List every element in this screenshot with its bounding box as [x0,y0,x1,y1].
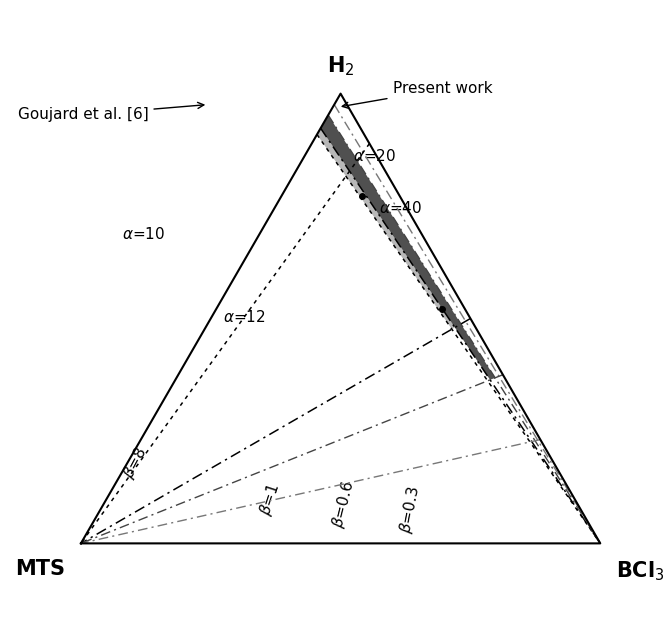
Text: $\alpha$=40: $\alpha$=40 [379,201,422,217]
Polygon shape [317,129,455,329]
Text: MTS: MTS [15,559,66,579]
Text: $\beta$=8: $\beta$=8 [119,444,151,482]
Text: $\alpha$=20: $\alpha$=20 [353,148,396,164]
Text: $\alpha$=10: $\alpha$=10 [122,226,165,242]
Text: $\alpha$=12: $\alpha$=12 [223,310,266,326]
Text: H$_2$: H$_2$ [327,54,354,78]
Text: Goujard et al. [6]: Goujard et al. [6] [17,103,204,122]
Polygon shape [321,115,495,380]
Text: $\beta$=0.6: $\beta$=0.6 [328,479,358,530]
Text: $\beta$=0.3: $\beta$=0.3 [397,485,425,535]
Text: Present work: Present work [342,82,492,108]
Text: BCl$_3$: BCl$_3$ [616,559,665,583]
Text: $\beta$=1: $\beta$=1 [257,481,285,518]
